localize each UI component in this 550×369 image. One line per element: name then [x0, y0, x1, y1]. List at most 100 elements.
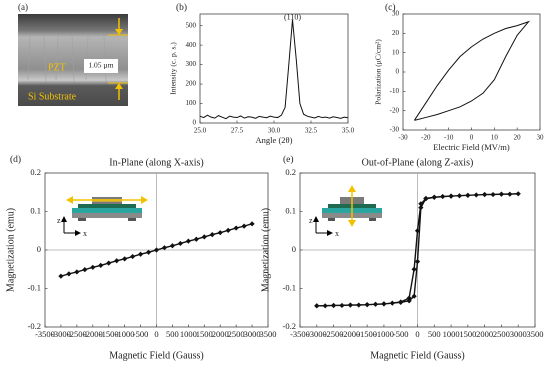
data-point — [356, 302, 362, 308]
x-tick-label: 3500 — [260, 329, 277, 339]
x-tick-label: 3000 — [510, 329, 527, 339]
y-tick-label: 300 — [186, 60, 197, 68]
data-point — [473, 192, 479, 198]
data-point — [58, 273, 64, 279]
x-tick-label: 1000 — [443, 329, 460, 339]
x-tick-label: 1000 — [180, 329, 197, 339]
x-tick-label: 3000 — [244, 329, 261, 339]
x-tick-label: 30 — [537, 134, 545, 142]
y-axis-label: Intensity (c. p. s.) — [169, 42, 178, 95]
x-tick-label: -500 — [393, 329, 409, 339]
y-tick-label: 10 — [392, 48, 400, 56]
x-tick-label: 32.5 — [305, 127, 318, 135]
x-tick-label: 20 — [514, 134, 522, 142]
data-point — [364, 302, 370, 308]
data-point — [411, 293, 417, 299]
substrate-label: Si Substrate — [28, 91, 77, 102]
data-point — [169, 243, 176, 249]
data-point — [193, 236, 199, 242]
x-tick-label: 0 — [415, 329, 419, 339]
x-tick-label: 27.5 — [231, 127, 244, 135]
y-axis-label: Magnetization (emu) — [260, 208, 271, 292]
y-tick-label: -0.1 — [28, 282, 41, 292]
x-tick-label: -3500 — [35, 329, 55, 339]
data-point — [406, 298, 412, 304]
x-tick-label: 2500 — [228, 329, 245, 339]
data-point — [414, 228, 421, 234]
plot-frame — [402, 13, 541, 131]
y-tick-label: -0.1 — [283, 282, 296, 292]
x-tick-label: 2500 — [493, 329, 510, 339]
x-tick-label: -500 — [133, 329, 149, 339]
data-point — [114, 258, 120, 264]
y-tick-label: 0 — [37, 244, 41, 254]
panel-label: (c) — [385, 2, 396, 13]
x-tick-label: -1500 — [357, 329, 377, 339]
x-tick-label: -2000 — [340, 329, 360, 339]
inset-device — [313, 185, 382, 236]
data-point — [418, 201, 424, 207]
peak-annotation: (110) — [284, 13, 301, 22]
data-point — [82, 267, 88, 273]
inset-axis-label: z — [309, 216, 313, 225]
y-tick-label: -20 — [390, 106, 400, 114]
x-tick-label: -2000 — [83, 329, 103, 339]
x-tick-label: -3500 — [290, 329, 310, 339]
panel-label: (e) — [283, 154, 294, 165]
data-point — [90, 264, 96, 270]
x-axis-label: Magnetic Field (Gauss) — [109, 350, 203, 361]
y-tick-label: 400 — [186, 41, 197, 49]
data-point — [411, 266, 417, 272]
y-axis-label: Polarization (μC/cm²) — [374, 39, 383, 105]
x-tick-label: 3500 — [527, 329, 544, 339]
data-point — [153, 247, 160, 253]
x-tick-label: 25.0 — [194, 127, 207, 135]
x-tick-label: -2500 — [67, 329, 87, 339]
y-tick-label: 100 — [186, 99, 197, 107]
data-point — [161, 245, 168, 251]
data-point — [490, 191, 496, 198]
x-tick-label: -3000 — [51, 329, 71, 339]
x-tick-label: 2000 — [212, 329, 229, 339]
data-point — [330, 302, 337, 309]
chart-title: Out-of-Plane (along Z-axis) — [362, 157, 474, 168]
data-point — [185, 238, 191, 244]
y-tick-label: 0.1 — [285, 205, 296, 215]
y-tick-label: 0.2 — [285, 167, 296, 177]
x-tick-label: -3000 — [307, 329, 327, 339]
inset-device — [61, 196, 148, 236]
y-tick-label: 0.2 — [30, 167, 41, 177]
x-axis-label: Electric Field (MV/m) — [433, 142, 510, 152]
data-point — [225, 227, 231, 233]
layer-label: PZT — [48, 62, 66, 73]
data-point — [418, 205, 424, 211]
data-point — [347, 302, 353, 308]
x-tick-label: 35.0 — [342, 127, 355, 135]
y-tick-label: 30 — [392, 10, 400, 18]
x-tick-label: 10 — [491, 134, 499, 142]
panel-label: (b) — [176, 2, 187, 13]
data-point — [74, 269, 80, 275]
data-point — [389, 300, 395, 306]
x-axis-label: Magnetic Field (Gauss) — [370, 350, 464, 361]
data-point — [241, 223, 247, 229]
data-point — [130, 253, 136, 260]
data-point — [456, 193, 463, 199]
x-tick-label: 2000 — [476, 329, 493, 339]
data-point — [314, 303, 320, 309]
data-point — [406, 295, 412, 301]
panel-label: (a) — [18, 2, 28, 12]
inset-axis-label: x — [83, 229, 87, 238]
data-point — [431, 194, 437, 200]
x-tick-label: -1000 — [115, 329, 135, 339]
data-point — [398, 299, 404, 305]
y-axis-label: Magnetization (emu) — [5, 208, 16, 292]
y-tick-label: 0 — [193, 119, 197, 127]
data-point — [448, 193, 454, 199]
plot-frame — [199, 13, 349, 124]
x-tick-label: -20 — [421, 134, 431, 142]
x-axis-label: Angle (2θ) — [256, 135, 293, 145]
data-line — [413, 20, 531, 121]
data-point — [465, 192, 471, 198]
